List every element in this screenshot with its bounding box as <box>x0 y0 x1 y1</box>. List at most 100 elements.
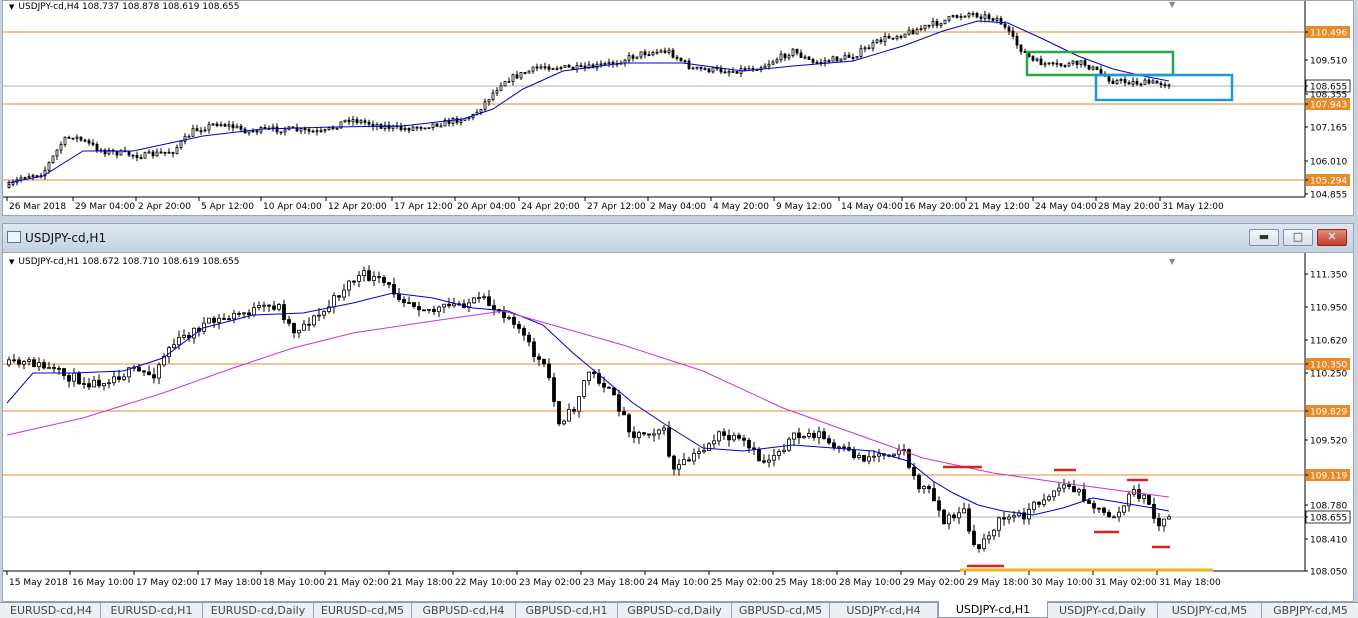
bull-candle <box>732 434 736 441</box>
bull-candle <box>947 514 951 525</box>
bull-candle <box>823 60 827 63</box>
bull-candle <box>943 19 947 25</box>
chart-tab[interactable]: GBPUSD-cd,M5 <box>732 603 830 618</box>
chart-tab[interactable]: GBPJPY-cd,M5 <box>1262 603 1358 618</box>
chart-tab[interactable]: GBPUSD-cd,Daily <box>618 603 732 618</box>
bear-candle <box>942 509 946 525</box>
bull-candle <box>477 297 481 299</box>
bull-candle <box>467 117 471 120</box>
chart-tab[interactable]: EURUSD-cd,H4 <box>2 603 101 618</box>
bull-candle <box>499 85 503 91</box>
bear-candle <box>735 71 739 74</box>
bull-candle <box>472 297 476 304</box>
bull-candle <box>431 123 435 129</box>
bear-candle <box>827 438 831 444</box>
bull-candle <box>563 64 567 69</box>
bear-candle <box>547 66 551 70</box>
bear-candle <box>679 57 683 62</box>
bull-candle <box>959 16 963 18</box>
bear-candle <box>535 66 539 69</box>
chart-tab[interactable]: GBPUSD-cd,H4 <box>412 603 516 618</box>
price-axis-label: 109.510 <box>1310 57 1347 67</box>
bear-candle <box>1037 501 1041 505</box>
bull-candle <box>327 127 331 131</box>
bear-candle <box>1087 500 1091 504</box>
bull-candle <box>1062 484 1066 489</box>
bear-candle <box>1152 503 1156 519</box>
bear-candle <box>83 139 87 142</box>
time-axis-label: 10 Apr 04:00 <box>263 202 322 212</box>
bear-candle <box>67 136 71 139</box>
price-axis-label: 110.350 <box>1310 361 1347 371</box>
bull-candle <box>92 379 96 388</box>
minimize-button[interactable]: ▬ <box>1249 229 1279 246</box>
bull-candle <box>567 408 571 422</box>
bear-candle <box>622 410 626 416</box>
h4-chart-window[interactable]: ▼ USDJPY-cd,H4 108.737 108.878 108.619 10… <box>2 0 1354 216</box>
price-axis-label: 108.655 <box>1310 83 1347 93</box>
bear-candle <box>707 68 711 73</box>
bull-candle <box>1117 511 1121 518</box>
bull-candle <box>712 440 716 445</box>
bull-candle <box>1047 62 1051 65</box>
bull-candle <box>55 149 59 157</box>
bear-candle <box>87 140 91 144</box>
bull-candle <box>995 18 999 21</box>
bull-candle <box>1112 516 1116 519</box>
bull-candle <box>802 436 806 439</box>
bear-candle <box>835 56 839 62</box>
bull-candle <box>859 48 863 57</box>
bull-candle <box>667 49 671 53</box>
bull-candle <box>971 13 975 15</box>
h1-window-titlebar[interactable]: USDJPY-cd,H1 ▬ □ ✕ <box>3 224 1353 253</box>
time-axis-label: 21 May 02:00 <box>327 578 389 588</box>
bear-candle <box>762 460 766 463</box>
chart-tab[interactable]: USDJPY-cd,H1 <box>938 601 1048 618</box>
chart-tab[interactable]: EURUSD-cd,Daily <box>203 603 314 618</box>
bear-candle <box>1111 80 1115 85</box>
bull-candle <box>1143 79 1147 85</box>
time-axis-label: 22 May 10:00 <box>455 578 517 588</box>
bull-candle <box>883 36 887 43</box>
chart-tab[interactable]: USDJPY-cd,Daily <box>1048 603 1158 618</box>
h1-chart-window[interactable]: USDJPY-cd,H1 ▬ □ ✕ ▼ USDJPY-cd,H1 108.672… <box>2 223 1354 602</box>
time-axis-label: 21 May 12:00 <box>968 202 1030 212</box>
close-button[interactable]: ✕ <box>1317 229 1347 246</box>
price-label-box <box>1306 174 1350 186</box>
chart-tab[interactable]: GBPUSD-cd,H1 <box>516 603 618 618</box>
bear-candle <box>543 66 547 69</box>
restore-button[interactable]: □ <box>1283 229 1313 246</box>
bull-candle <box>157 364 161 379</box>
bull-candle <box>1167 84 1171 87</box>
bear-candle <box>795 48 799 54</box>
bear-candle <box>727 435 731 441</box>
bull-candle <box>577 396 581 412</box>
chart-tab[interactable]: EURUSD-cd,H1 <box>101 603 203 618</box>
bull-candle <box>451 118 455 124</box>
bull-candle <box>302 323 306 331</box>
bull-candle <box>963 15 967 18</box>
bear-candle <box>97 379 101 387</box>
bear-candle <box>292 322 296 334</box>
bull-candle <box>987 535 991 540</box>
bear-candle <box>812 433 816 439</box>
chart-tab[interactable]: EURUSD-cd,M5 <box>314 603 412 618</box>
bull-candle <box>227 124 231 127</box>
chart-tab[interactable]: USDJPY-cd,M5 <box>1158 603 1262 618</box>
bear-candle <box>667 427 671 457</box>
bear-candle <box>407 127 411 131</box>
chart-tab-bar: EURUSD-cd,H4 EURUSD-cd,H1 EURUSD-cd,Daily E… <box>0 601 1358 618</box>
bear-candle <box>671 49 675 58</box>
bull-candle <box>362 270 366 276</box>
bear-candle <box>422 309 426 312</box>
price-axis-label: 110.250 <box>1310 370 1347 380</box>
chart-tab[interactable]: USDJPY-cd,H4 <box>830 603 938 618</box>
bear-candle <box>822 431 826 440</box>
time-axis-label: 16 May 20:00 <box>904 202 966 212</box>
bear-candle <box>643 51 647 56</box>
bull-candle <box>1167 516 1171 520</box>
bull-candle <box>767 63 771 67</box>
bull-candle <box>582 380 586 397</box>
